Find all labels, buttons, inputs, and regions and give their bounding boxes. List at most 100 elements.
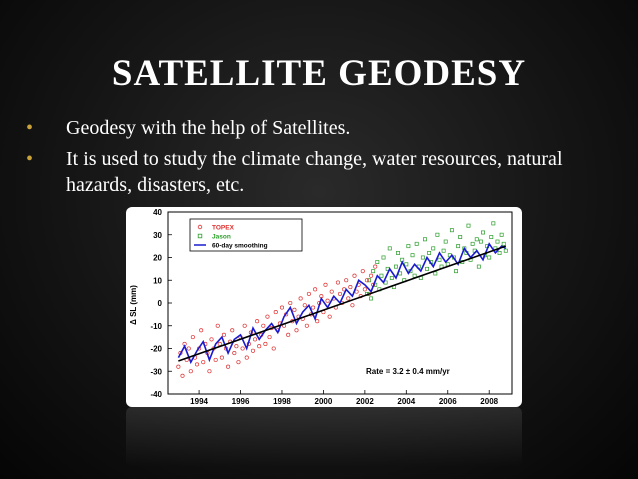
chart-trend <box>178 245 507 362</box>
jason-point <box>495 239 500 244</box>
topex-point <box>221 332 227 337</box>
topex-point <box>313 287 318 292</box>
bullet-dot-icon: • <box>26 117 34 139</box>
sea-level-chart: 40 30 20 10 0 -10 -20 -30 -40 1994 1996 1998 2000 200… <box>129 208 513 406</box>
jason-point <box>489 235 494 239</box>
jason-point <box>420 255 425 260</box>
jason-point <box>410 253 415 258</box>
topex-point <box>327 314 332 319</box>
topex-point <box>215 323 220 328</box>
jason-point <box>481 230 485 235</box>
legend-label: 60-day smoothing <box>212 243 268 250</box>
topex-point <box>311 305 316 310</box>
topex-point <box>265 314 270 319</box>
y-tick-label: 20 <box>153 254 162 263</box>
topex-point <box>180 373 185 378</box>
legend-marker-square <box>197 233 203 239</box>
topex-point <box>242 323 247 328</box>
jason-point <box>379 273 384 278</box>
topex-point <box>306 291 311 296</box>
bullet-list: • Geodesy with the help of Satellites. •… <box>26 115 616 203</box>
x-tick-label: 1994 <box>190 397 208 406</box>
chart-reflection <box>126 407 522 467</box>
jason-point <box>389 276 394 280</box>
topex-point <box>176 364 181 369</box>
topex-point <box>261 323 266 328</box>
y-tick-label: 10 <box>153 276 162 285</box>
y-tick-label: -30 <box>150 367 162 376</box>
jason-point <box>499 232 504 237</box>
jason-point <box>501 241 506 246</box>
jason-point <box>406 244 411 249</box>
topex-point <box>302 303 307 308</box>
topex-point <box>329 289 334 294</box>
topex-point <box>364 278 369 283</box>
y-tick-label: -40 <box>150 390 162 399</box>
topex-point <box>360 269 365 274</box>
topex-point <box>255 319 260 324</box>
topex-point <box>263 341 268 347</box>
topex-point <box>244 355 249 360</box>
topex-point <box>315 319 320 324</box>
jason-point <box>487 255 492 260</box>
topex-point <box>188 369 193 374</box>
topex-point <box>373 264 378 269</box>
topex-point <box>194 362 200 367</box>
jason-point <box>381 255 386 260</box>
x-tick-label: 1996 <box>232 397 250 406</box>
jason-point <box>371 269 376 274</box>
topex-point <box>230 328 235 333</box>
jason-point <box>396 250 400 255</box>
topex-point <box>271 346 276 351</box>
jason-point <box>387 246 392 251</box>
jason-point <box>435 232 440 237</box>
topex-point <box>199 328 204 333</box>
topex-point <box>288 300 293 306</box>
topex-point <box>186 346 191 351</box>
bullet-dot-icon: • <box>26 148 34 170</box>
jason-point <box>456 244 461 249</box>
jason-point <box>423 237 427 242</box>
y-tick-label: -20 <box>150 345 162 354</box>
topex-point <box>304 323 309 328</box>
x-tick-label: 2002 <box>356 397 374 406</box>
topex-point <box>226 364 231 369</box>
topex-point <box>335 280 340 285</box>
topex-point <box>190 335 195 340</box>
y-tick-label: 0 <box>158 299 163 308</box>
slide-title: SATELLITE GEODESY <box>111 53 527 94</box>
legend-label: Jason <box>212 234 231 241</box>
jason-point <box>404 262 409 267</box>
jason-point <box>458 235 463 239</box>
topex-point <box>346 296 351 301</box>
y-tick-label: 30 <box>153 231 162 240</box>
topex-point <box>325 298 330 303</box>
x-tick-label: 2006 <box>439 397 457 406</box>
topex-point <box>236 360 241 365</box>
legend-label: TOPEX <box>212 225 235 232</box>
topex-point <box>234 344 239 349</box>
topex-point <box>337 291 343 296</box>
jason-point <box>478 239 483 244</box>
bullet-text: It is used to study the climate change, … <box>66 148 563 196</box>
jason-point <box>454 269 458 274</box>
x-tick-label: 1998 <box>273 397 291 406</box>
legend-box <box>189 218 303 252</box>
bullet-item: • It is used to study the climate change… <box>26 146 616 198</box>
topex-point <box>362 287 367 292</box>
topex-point <box>240 346 245 351</box>
topex-point <box>232 351 237 356</box>
topex-point <box>201 360 206 365</box>
jason-point <box>394 264 398 269</box>
jason-point <box>437 257 442 262</box>
jason-point <box>425 266 429 271</box>
jason-point <box>491 221 496 226</box>
jason-point <box>433 271 438 276</box>
topex-point <box>352 273 357 278</box>
topex-point <box>348 285 353 290</box>
topex-point <box>209 337 214 342</box>
topex-point <box>207 369 212 374</box>
topex-point <box>250 348 256 353</box>
topex-point <box>350 303 355 308</box>
jason-point <box>427 250 432 255</box>
